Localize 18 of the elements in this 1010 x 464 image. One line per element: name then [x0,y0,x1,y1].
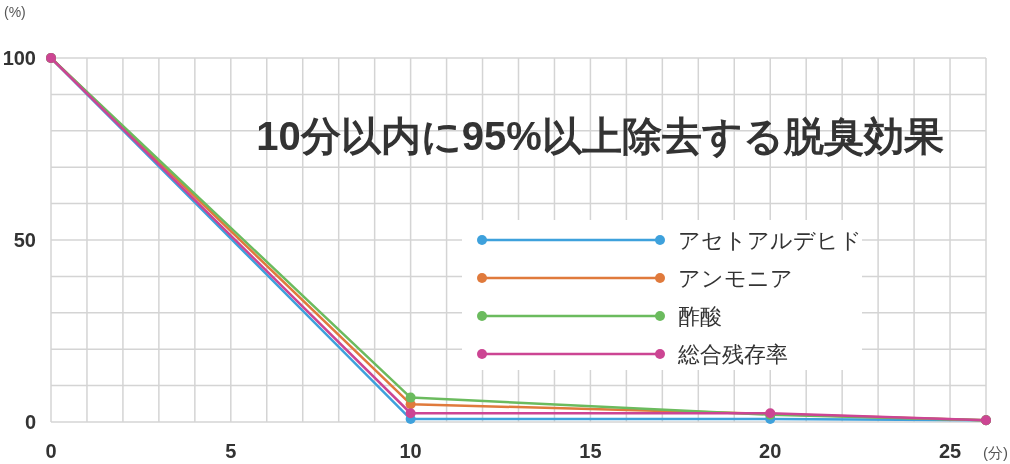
x-tick-label: 20 [759,440,782,462]
point [405,392,416,403]
legend-label: 総合残存率 [677,342,788,367]
legend-label: アセトアルデヒド [678,228,862,253]
text: 10分以内に95%以上除去する脱臭効果 [256,114,944,159]
y-tick-label: 0 [24,411,36,433]
x-tick-label: 10 [399,440,422,462]
legend-label: アンモニア [678,266,793,291]
y-tick-label: 50 [13,229,36,251]
y-axis-title: (%) [4,4,26,20]
point [405,408,416,419]
x-tick-label: 0 [45,440,57,462]
x-axis-title: (分) [983,444,1008,461]
y-tick-label: 100 [2,47,36,69]
x-tick-label: 25 [938,440,962,462]
x-tick-label: 15 [579,440,602,462]
x-tick-label: 5 [225,440,237,462]
legend-label: 酢酸 [678,304,722,329]
